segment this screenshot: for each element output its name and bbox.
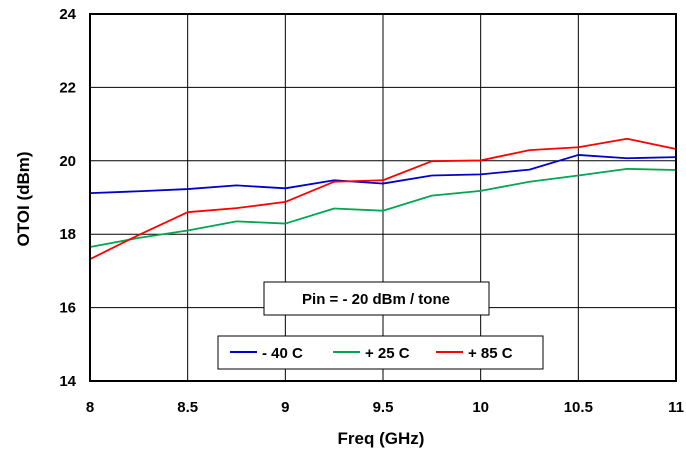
- y-tick-label: 24: [59, 6, 76, 23]
- x-tick-label: 9: [281, 399, 289, 416]
- grid: [89, 13, 677, 382]
- series-line-plus85: [89, 137, 677, 260]
- y-tick-label: 20: [59, 153, 76, 170]
- legend-label-plus25: + 25 C: [365, 345, 410, 362]
- x-tick-label: 8: [86, 399, 94, 416]
- annotation-text: Pin = - 20 dBm / tone: [302, 291, 450, 308]
- y-tick-label: 22: [59, 79, 76, 96]
- x-tick-label: 10.5: [564, 399, 593, 416]
- annotation-box: Pin = - 20 dBm / tone: [263, 281, 490, 316]
- y-tick-labels: 14 16 18 20 22 24: [59, 6, 76, 390]
- x-tick-label: 10: [472, 399, 489, 416]
- x-tick-label: 8.5: [177, 399, 198, 416]
- y-tick-label: 16: [59, 300, 76, 317]
- series-group: [89, 137, 677, 260]
- y-axis-label: OTOI (dBm): [14, 151, 33, 246]
- x-tick-labels: 8 8.5 9 9.5 10 10.5 11: [86, 399, 684, 416]
- plot-frame: [89, 13, 677, 382]
- legend-label-plus85: + 85 C: [468, 345, 513, 362]
- x-tick-label: 11: [668, 399, 684, 416]
- series-line-minus40: [89, 154, 677, 194]
- series-line-plus25: [89, 167, 677, 248]
- legend-label-minus40: - 40 C: [262, 345, 303, 362]
- x-tick-label: 9.5: [373, 399, 394, 416]
- y-tick-label: 14: [59, 373, 76, 390]
- legend: - 40 C + 25 C + 85 C: [217, 335, 544, 370]
- y-tick-label: 18: [59, 226, 76, 243]
- x-axis-label: Freq (GHz): [338, 429, 425, 448]
